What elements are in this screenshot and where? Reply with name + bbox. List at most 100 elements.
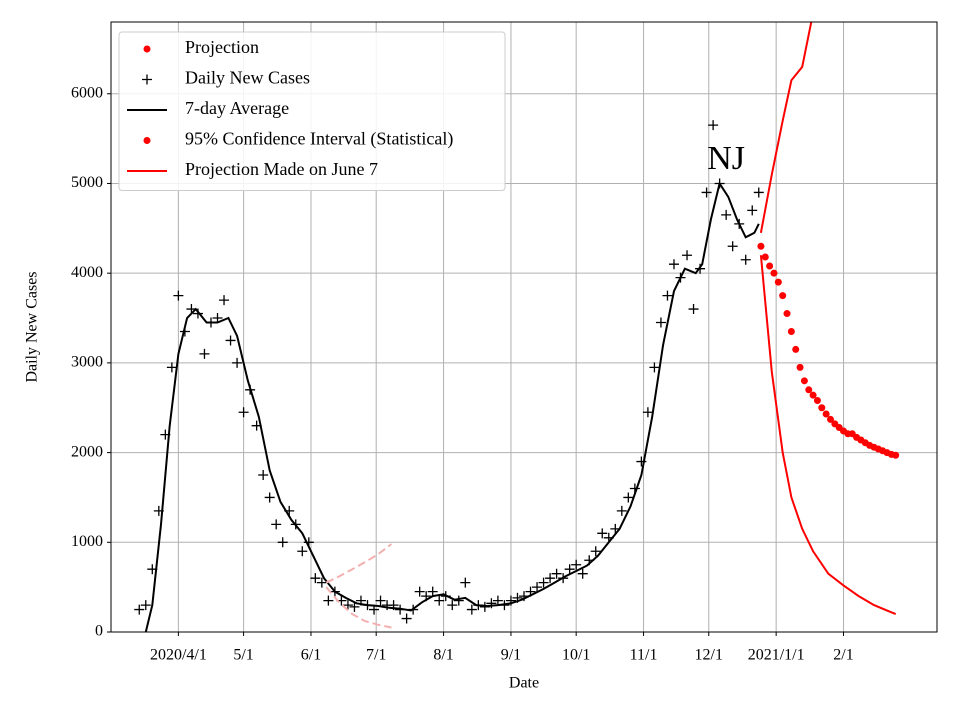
case-marker (597, 528, 608, 539)
band-lower (325, 586, 392, 629)
x-tick-label: 10/1 (562, 647, 590, 664)
case-marker (492, 595, 503, 606)
case-marker (199, 348, 210, 359)
y-tick-label: 0 (95, 623, 103, 640)
projection-point (787, 327, 795, 335)
projection-point (761, 253, 769, 261)
y-tick-label: 5000 (71, 174, 103, 191)
case-marker (682, 250, 693, 261)
case-marker (701, 187, 712, 198)
projection-point (770, 269, 778, 277)
case-marker (277, 537, 288, 548)
annotation: NJ (707, 140, 745, 177)
case-marker (271, 519, 282, 530)
band-upper (325, 543, 393, 584)
projection-point (757, 242, 765, 250)
projection-point (774, 278, 782, 286)
projection-point (813, 397, 821, 405)
case-marker (466, 604, 477, 615)
projection-point (779, 292, 787, 300)
case-marker (577, 568, 588, 579)
case-marker (571, 559, 582, 570)
projection-point (892, 451, 900, 459)
case-marker (342, 600, 353, 611)
x-tick-label: 8/1 (433, 647, 453, 664)
band-upper (759, 22, 813, 233)
case-marker (551, 568, 562, 579)
band-lower (759, 255, 897, 616)
y-tick-label: 3000 (71, 354, 103, 371)
case-marker (688, 304, 699, 315)
case-marker (297, 546, 308, 557)
x-tick-label: 2021/1/1 (748, 647, 805, 664)
case-marker (623, 492, 634, 503)
case-marker (310, 573, 321, 584)
case-marker (173, 290, 184, 301)
case-marker (375, 595, 386, 606)
case-marker (747, 205, 758, 216)
legend-swatch (143, 45, 151, 53)
projection-point (796, 363, 804, 371)
y-tick-label: 4000 (71, 264, 103, 281)
case-marker (460, 577, 471, 588)
case-marker (134, 604, 145, 615)
legend-box (118, 31, 506, 191)
case-marker (662, 290, 673, 301)
case-marker (649, 362, 660, 373)
case-marker (414, 586, 425, 597)
case-marker (564, 564, 575, 575)
projection-point (809, 391, 817, 399)
y-tick-label: 2000 (71, 443, 103, 460)
case-marker (668, 259, 679, 270)
axes-frame (110, 21, 938, 633)
case-marker (538, 577, 549, 588)
legend-label: Projection (185, 37, 259, 57)
x-axis-label: Date (509, 675, 539, 692)
projection-point (800, 377, 808, 385)
case-marker (642, 407, 653, 418)
case-marker (166, 362, 177, 373)
case-marker (655, 317, 666, 328)
x-tick-label: 6/1 (301, 647, 321, 664)
x-tick-label: 5/1 (233, 647, 253, 664)
projection-point (818, 404, 826, 412)
case-marker (140, 600, 151, 611)
case-marker (545, 573, 556, 584)
case-marker (264, 492, 275, 503)
case-marker (434, 595, 445, 606)
projection-point (792, 345, 800, 353)
case-marker (238, 407, 249, 418)
projection-point (783, 310, 791, 318)
y-tick-label: 6000 (71, 84, 103, 101)
legend-label: Projection Made on June 7 (185, 159, 378, 179)
case-marker (323, 595, 334, 606)
legend-swatch (143, 137, 151, 144)
case-marker (590, 546, 601, 557)
case-marker (532, 582, 543, 593)
case-marker (447, 600, 458, 611)
x-tick-label: 7/1 (366, 647, 386, 664)
case-marker (721, 209, 732, 220)
x-tick-label: 12/1 (695, 647, 723, 664)
y-tick-label: 1000 (71, 533, 103, 550)
case-marker (212, 313, 223, 324)
case-marker (225, 335, 236, 346)
case-marker (258, 470, 269, 481)
legend-swatch (142, 74, 152, 85)
x-tick-label: 11/1 (630, 647, 658, 664)
x-tick-label: 2020/4/1 (150, 647, 207, 664)
case-marker (219, 295, 230, 306)
projection-point (805, 386, 813, 394)
plot-area (134, 22, 900, 632)
case-marker (740, 254, 751, 265)
projection-point (766, 262, 774, 270)
y-axis-label: Daily New Cases (24, 271, 41, 382)
case-marker (316, 577, 327, 588)
projection-point (822, 410, 830, 418)
legend: Projection Daily New Cases 7-day Average 95… (118, 31, 506, 191)
average-line (144, 181, 760, 632)
case-marker (708, 120, 719, 131)
case-marker (753, 187, 764, 198)
x-tick-label: 9/1 (501, 647, 521, 664)
